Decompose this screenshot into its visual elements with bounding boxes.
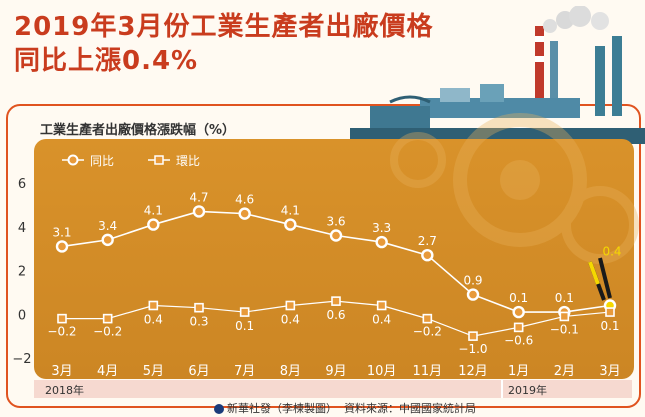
yoy-point xyxy=(238,207,251,220)
x-tick-label: 6月 xyxy=(188,364,209,379)
yoy-data-label: 3.6 xyxy=(326,215,345,229)
x-tick-label: 3月 xyxy=(599,364,620,379)
yoy-point xyxy=(375,235,388,249)
mom-data-label: −0.1 xyxy=(550,322,579,336)
mom-data-label: 0.3 xyxy=(189,315,208,329)
x-tick-label: 2月 xyxy=(554,364,575,379)
x-tick-label: 3月 xyxy=(51,364,72,379)
y-tick-label: 0 xyxy=(18,308,26,323)
yoy-point xyxy=(147,218,160,231)
y-tick-label: 6 xyxy=(18,177,26,192)
mom-point xyxy=(559,311,570,322)
x-tick-label: 5月 xyxy=(143,364,164,379)
series-mom: −0.2 −0.2 0.4 0.3 0.1 0.4 0.6 0.4 −0.2 −1.0 −0.6 −0… xyxy=(47,296,620,356)
yoy-point xyxy=(466,288,480,301)
x-tick-label: 9月 xyxy=(325,364,346,379)
mom-data-label: 0.1 xyxy=(600,319,619,333)
page-title: 2019年3月份工業生產者出廠價格 同比上漲0.4% xyxy=(14,10,433,78)
chart-subtitle: 工業生產者出廠價格漲跌幅（%） xyxy=(40,123,236,138)
yoy-data-label: 4.1 xyxy=(144,204,163,218)
footer-credit: 新華社發（李楝製圖） 資料來源：中國國家統計局 xyxy=(214,400,476,416)
mom-data-label: −1.0 xyxy=(458,342,487,356)
mom-data-label: 0.4 xyxy=(372,313,391,327)
yoy-data-label: 3.4 xyxy=(98,219,117,233)
mom-point xyxy=(468,331,478,341)
mom-point xyxy=(513,322,524,333)
year-label-2018: 2018年 xyxy=(45,383,84,397)
yoy-data-label: 0.4 xyxy=(602,245,621,259)
yoy-data-label: 0.9 xyxy=(463,274,482,288)
mom-data-label: 0.4 xyxy=(144,313,163,327)
mom-point xyxy=(148,300,159,311)
title-line-1: 2019年3月份工業生產者出廠價格 xyxy=(14,12,434,42)
yoy-data-label: 3.3 xyxy=(372,221,391,235)
y-tick-label: −2 xyxy=(12,352,31,367)
mom-point xyxy=(194,302,204,313)
yoy-point xyxy=(55,240,69,253)
yoy-point xyxy=(512,305,525,319)
legend-label: 同比 xyxy=(90,154,114,168)
mom-data-label: 0.6 xyxy=(326,308,345,322)
x-tick-label: 11月 xyxy=(413,364,443,379)
yoy-data-label: 4.1 xyxy=(281,204,300,218)
x-tick-label: 1月 xyxy=(508,364,529,379)
mom-point xyxy=(285,300,296,311)
mom-data-label: 0.1 xyxy=(235,319,254,333)
mom-point xyxy=(422,313,433,324)
yoy-point xyxy=(421,248,434,262)
year-band: 2018年 2019年 xyxy=(34,380,632,398)
x-tick-label: 10月 xyxy=(367,364,397,379)
series-yoy: 3.1 3.4 4.1 4.7 4.6 4.1 3.6 3.3 2.7 0.9 0.1 0.1 0.4 xyxy=(52,190,622,319)
yoy-point xyxy=(101,233,114,247)
yoy-data-label: 0.1 xyxy=(555,291,574,305)
mom-data-label: −0.2 xyxy=(93,325,122,339)
mom-point xyxy=(331,296,341,306)
xinhua-logo-icon xyxy=(214,404,224,414)
yoy-point xyxy=(284,218,297,231)
mom-point xyxy=(605,307,615,317)
mom-data-label: −0.2 xyxy=(47,325,76,339)
x-tick-label: 8月 xyxy=(280,364,301,379)
legend-yoy: 同比 xyxy=(62,154,114,168)
mom-data-label: 0.4 xyxy=(281,313,300,327)
x-tick-label: 4月 xyxy=(97,364,118,379)
pen-decoration xyxy=(588,257,612,301)
yoy-data-label: 3.1 xyxy=(52,225,71,239)
gear-decoration xyxy=(390,113,639,264)
yoy-data-label: 0.1 xyxy=(509,291,528,305)
legend-marker xyxy=(154,155,164,165)
y-tick-label: 4 xyxy=(18,221,26,236)
legend-mom: 環比 xyxy=(148,154,200,168)
yoy-data-label: 4.6 xyxy=(235,193,254,207)
x-tick-label: 12月 xyxy=(458,364,488,379)
yoy-point xyxy=(192,205,206,218)
yoy-point xyxy=(329,229,343,242)
legend-marker xyxy=(67,154,79,166)
mom-data-label: −0.6 xyxy=(504,333,533,347)
yoy-data-label: 4.7 xyxy=(189,190,208,204)
mom-point xyxy=(57,313,67,324)
y-tick-label: 2 xyxy=(18,265,26,280)
yoy-data-label: 2.7 xyxy=(418,234,437,248)
footer-source: 資料來源：中國國家統計局 xyxy=(344,402,476,415)
year-label-2019: 2019年 xyxy=(508,383,547,397)
mom-data-label: −0.2 xyxy=(413,325,442,339)
mom-point xyxy=(376,300,387,311)
legend-label: 環比 xyxy=(176,154,200,168)
title-line-2: 同比上漲0.4% xyxy=(14,46,199,76)
mom-point xyxy=(102,313,113,324)
x-tick-label: 7月 xyxy=(234,364,255,379)
mom-point xyxy=(239,307,250,317)
plot-area xyxy=(34,139,634,379)
footer-agency: 新華社發（李楝製圖） xyxy=(227,402,337,415)
